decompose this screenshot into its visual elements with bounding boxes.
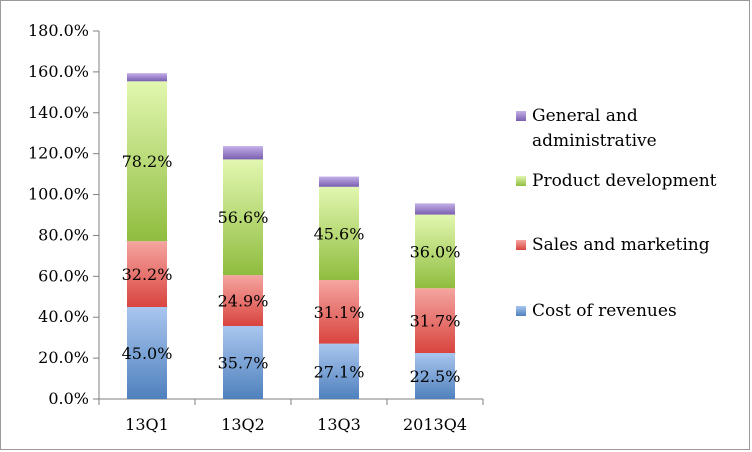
legend-label: Product development xyxy=(532,171,717,191)
legend: General and administrative Product develop… xyxy=(516,106,717,321)
y-tick-label: 180.0% xyxy=(28,21,89,40)
y-tick-label: 160.0% xyxy=(28,62,89,81)
bar-segment xyxy=(415,214,455,289)
x-tick-label: 13Q2 xyxy=(221,415,265,434)
data-label: 35.7% xyxy=(218,354,269,373)
data-label: 24.9% xyxy=(218,292,269,311)
y-tick-label: 80.0% xyxy=(38,225,89,244)
bar-segment xyxy=(319,280,359,344)
y-tick-label: 100.0% xyxy=(28,185,89,204)
bar-segment xyxy=(127,307,167,399)
bar-segment xyxy=(319,343,359,399)
data-label: 78.2% xyxy=(122,152,173,171)
data-label: 31.7% xyxy=(410,312,461,331)
data-label: 45.6% xyxy=(314,224,365,243)
bar-segment xyxy=(319,176,359,187)
bar-segment xyxy=(319,186,359,281)
y-tick-label: 20.0% xyxy=(38,348,89,367)
y-tick-label: 0.0% xyxy=(48,389,89,408)
legend-label: General and administrative xyxy=(532,106,657,151)
legend-label: Sales and marketing xyxy=(532,235,710,255)
plot-area: 0.0% 20.0% 40.0% 60.0% 80.0% 100.0% 120.0% 140.… xyxy=(28,21,484,434)
data-label: 27.1% xyxy=(314,362,365,381)
legend-swatch xyxy=(516,176,526,186)
bar-segment xyxy=(127,241,167,307)
bar-segment xyxy=(223,275,263,327)
x-tick-label: 13Q3 xyxy=(317,415,361,434)
bar-segment xyxy=(415,288,455,353)
bar-segment xyxy=(223,146,263,160)
y-tick-label: 40.0% xyxy=(38,307,89,326)
data-label: 31.1% xyxy=(314,303,365,322)
y-tick-label: 120.0% xyxy=(28,144,89,163)
bar-segment xyxy=(127,81,167,242)
bar-segment xyxy=(127,73,167,82)
legend-swatch xyxy=(516,240,526,250)
x-tick-label: 13Q1 xyxy=(125,415,169,434)
data-label: 45.0% xyxy=(122,344,173,363)
bar-segment xyxy=(415,203,455,215)
x-tick-label: 2013Q4 xyxy=(403,415,467,434)
data-label: 22.5% xyxy=(410,367,461,386)
legend-swatch xyxy=(516,111,526,121)
data-label: 36.0% xyxy=(410,242,461,261)
y-tick-label: 140.0% xyxy=(28,103,89,122)
legend-swatch xyxy=(516,306,526,316)
data-label: 32.2% xyxy=(122,265,173,284)
bar-segment xyxy=(223,326,263,399)
bar-segment xyxy=(415,353,455,399)
legend-label: Cost of revenues xyxy=(532,301,677,321)
data-label: 56.6% xyxy=(218,208,269,227)
bar-segment xyxy=(223,159,263,276)
y-tick-label: 60.0% xyxy=(38,266,89,285)
